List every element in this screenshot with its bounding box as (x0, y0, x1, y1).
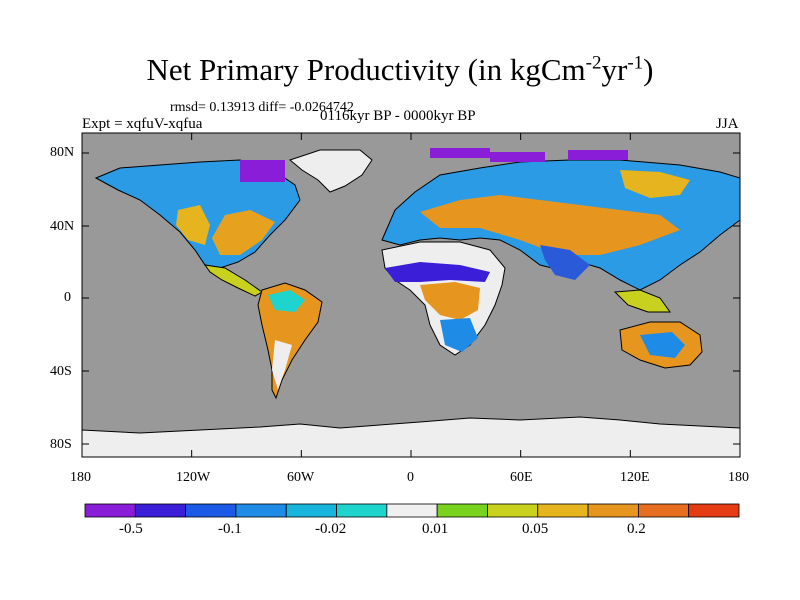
colorbar-swatch (84, 503, 136, 518)
colorbar-swatch (637, 503, 690, 518)
southern-africa (440, 318, 478, 352)
lat-tick-label: 0 (64, 290, 71, 305)
colorbar-swatch (386, 503, 438, 518)
period-label: 0116kyr BP - 0000kyr BP (320, 108, 476, 124)
lon-tick-label: 120W (176, 470, 211, 485)
arctic-patch-3 (568, 150, 628, 160)
greenland (288, 149, 373, 193)
colorbar (84, 503, 740, 518)
arctic-patch-2 (490, 152, 545, 162)
south-america-south (272, 340, 292, 390)
lon-tick-label: 180 (728, 470, 749, 485)
colorbar-swatch (134, 503, 187, 518)
australia-interior (640, 332, 685, 358)
central-africa (420, 282, 480, 320)
stats-label: rmsd= 0.13913 diff= -0.0264742 (170, 100, 354, 115)
india-china (540, 245, 590, 280)
colorbar-label: 0.2 (627, 521, 646, 537)
central-america (203, 264, 263, 297)
arctic-patch-1 (430, 148, 490, 158)
canada-purple (240, 160, 285, 182)
colorbar-swatch (537, 503, 589, 518)
lat-tick-label: 40S (50, 364, 72, 379)
sahel-band (385, 262, 490, 282)
lon-tick-label: 0 (407, 470, 414, 485)
north-america-west (176, 205, 210, 245)
south-america-north (268, 290, 305, 312)
colorbar-swatch (487, 503, 539, 518)
lon-tick-label: 60W (287, 470, 315, 485)
colorbar-swatch (436, 503, 488, 518)
axis-tick-marks (81, 133, 741, 457)
se-asia-islands (613, 289, 671, 313)
lat-tick-label: 80N (50, 145, 75, 160)
colorbar-label: 0.05 (522, 521, 549, 537)
colorbar-swatch (688, 503, 740, 518)
colorbar-swatch (336, 503, 388, 518)
eurasia-band (420, 195, 680, 255)
lat-tick-label: 80S (50, 437, 72, 452)
colorbar-swatch (587, 503, 639, 518)
experiment-label: Expt = xqfuV-xqfua (82, 116, 203, 132)
lat-tick-label: 40N (50, 219, 75, 234)
antarctica (82, 416, 740, 457)
colorbar-label: -0.1 (218, 521, 242, 537)
north-america-east (212, 210, 275, 255)
colorbar-label: -0.02 (315, 521, 347, 537)
lon-tick-label: 180 (70, 470, 91, 485)
lon-tick-label: 60E (510, 470, 533, 485)
chart-title: Net Primary Productivity (in kgCm-2yr-1) (146, 52, 654, 87)
siberia-orange (620, 170, 690, 198)
colorbar-label: 0.01 (422, 521, 449, 537)
colorbar-swatch (285, 503, 337, 518)
colorbar-swatch (235, 503, 287, 518)
colorbar-swatch (185, 503, 237, 518)
season-label: JJA (716, 116, 739, 132)
colorbar-label: -0.5 (119, 521, 143, 537)
lon-tick-label: 120E (620, 470, 650, 485)
